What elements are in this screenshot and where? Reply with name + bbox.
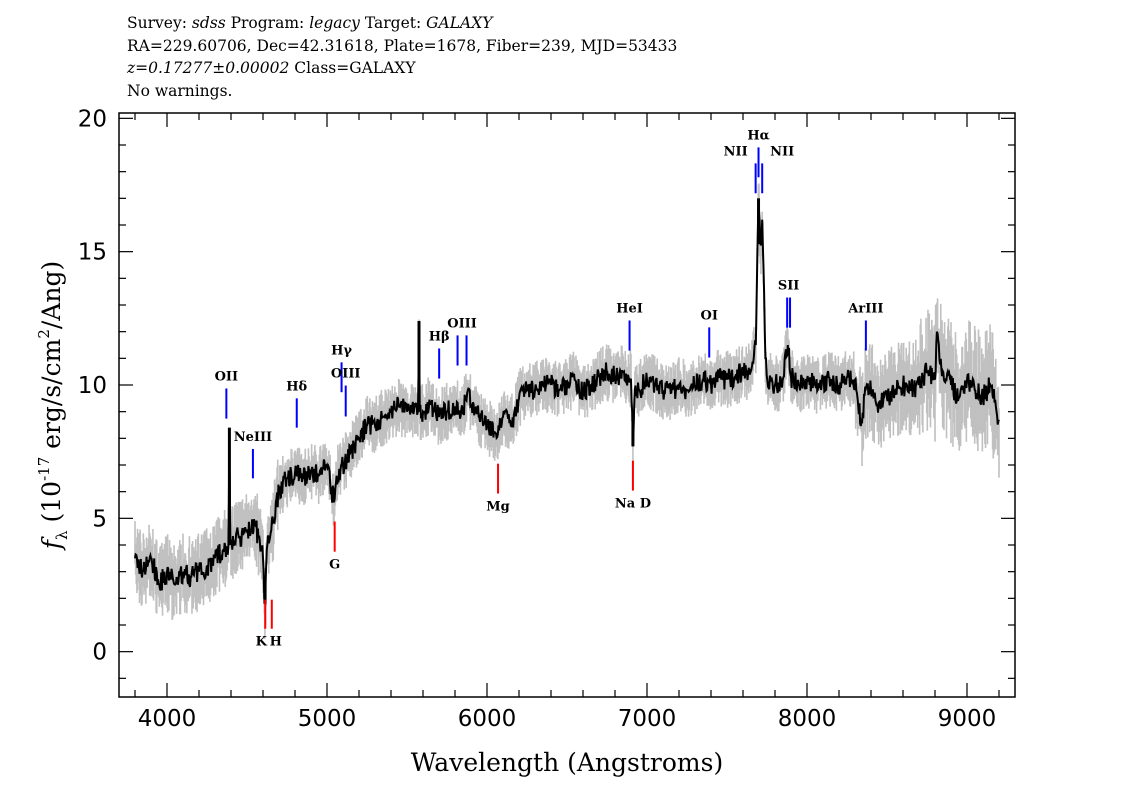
spectral-line-label: NeIII [234,430,272,445]
header-line-2: RA=229.60706, Dec=42.31618, Plate=1678, … [127,36,678,55]
spectral-line-label: ArIII [847,301,883,316]
y-tick-label: 20 [78,106,107,132]
spectral-line-label: OIII [331,367,361,382]
target-value: GALAXY [426,14,493,32]
y-label-exp: -17 [35,457,53,481]
target-label: Target: [364,14,422,32]
y-label-sub: λ [53,530,71,540]
spectral-line-label: H [270,635,282,650]
spectral-line-label: Hγ [331,343,352,358]
spectral-line-label: Mg [486,500,509,515]
spectral-line-label: OI [701,308,718,323]
axes: 4000 5000 6000 7000 8000 9000 0 5 10 15 20 [78,106,1015,732]
y-axis-label: fλ (10-17 erg/s/cm2/Ang) [35,261,71,551]
y-label-post: /Ang) [37,261,66,329]
y-label-pre: (10 [37,481,66,531]
y-tick-label: 15 [78,240,107,266]
plot-frame [118,112,1016,698]
y-label-exp2: 2 [35,329,53,339]
x-tick-label: 8000 [778,706,837,732]
spectral-line-label: Hβ [429,329,450,344]
y-tick-label: 10 [78,373,107,399]
flux-series-line [134,205,1000,604]
y-tick-label: 0 [92,640,107,666]
x-tick-label: 6000 [458,706,517,732]
spectral-line-label: Hα [747,128,769,143]
redshift: z=0.17277±0.00002 [127,59,290,77]
header-line-1: Survey: sdss Program: legacy Target: GAL… [127,12,677,35]
program-label: Program: [230,14,305,32]
program-value: legacy [309,14,360,32]
raw-flux-series [134,183,1000,639]
y-label-mid: erg/s/cm [37,338,66,456]
spectral-line-label: OIII [447,316,477,331]
spectral-line-label: K [256,635,268,650]
y-label-f: f [37,536,66,551]
spectral-line-label: SII [778,279,800,294]
spectral-line-label: Na D [615,497,651,512]
spectral-line-label: Hδ [286,379,307,394]
x-tick-label: 4000 [138,706,197,732]
x-tick-label: 7000 [618,706,677,732]
spectral-line-label: NII [724,144,748,159]
spectral-line-label: G [329,558,340,573]
class-label: Class=GALAXY [294,59,416,77]
x-tick-label: 9000 [938,706,997,732]
survey-value: sdss [191,14,226,32]
header-line-3: z=0.17277±0.00002 Class=GALAXY [127,57,677,80]
spectral-line-label: OII [215,369,239,384]
survey-label: Survey: [127,14,187,32]
y-tick-label: 5 [92,506,107,532]
x-tick-label: 5000 [298,706,357,732]
header-line-4: No warnings. [127,81,233,100]
x-axis-label: Wavelength (Angstroms) [411,748,723,777]
spectrum-header: Survey: sdss Program: legacy Target: GAL… [127,12,677,102]
spectral-line-label: NII [770,144,794,159]
spectral-line-label: HeI [616,301,643,316]
